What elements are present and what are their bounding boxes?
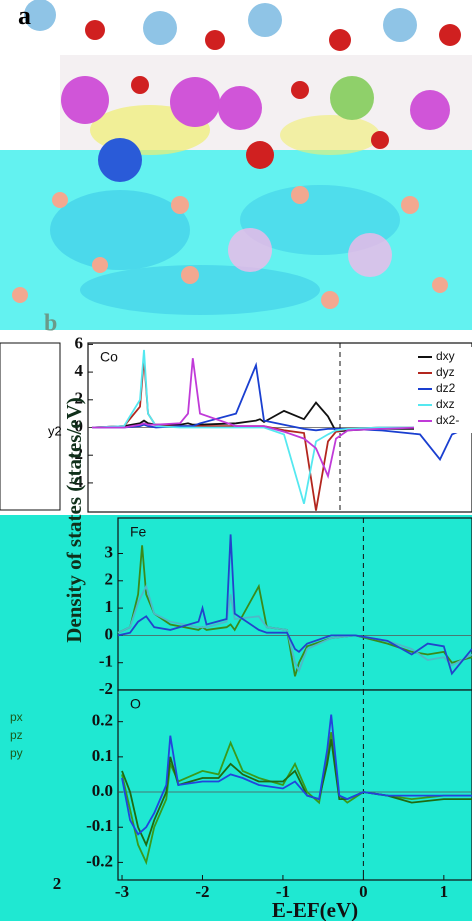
legend-label: dxy	[436, 349, 455, 363]
dos-line	[91, 349, 468, 504]
legend-label: dx2-	[436, 413, 459, 427]
fragment-text: y2	[48, 423, 62, 438]
panel-label: b	[44, 311, 57, 337]
legend-label: dyz	[436, 365, 455, 379]
x-tick-label: -3	[115, 882, 129, 901]
fragment-text: pz	[10, 728, 23, 742]
dos-line	[92, 358, 468, 479]
dos-line	[117, 583, 472, 674]
y-tick-label: 0.0	[92, 781, 113, 800]
y-tick-label: 0.1	[92, 746, 113, 765]
panel-label: a	[18, 1, 31, 30]
dos-line	[92, 361, 469, 462]
y-tick-label: 0.2	[92, 711, 113, 730]
fragment-text: 2	[53, 874, 62, 893]
y-tick-label: 2	[105, 570, 114, 589]
y-tick-label: -2	[99, 679, 113, 698]
panel-title: Co	[100, 349, 118, 365]
y-tick-label: 1	[105, 597, 114, 616]
y-tick-label: 2	[75, 389, 84, 408]
fragment-text: py	[10, 746, 23, 760]
panel-title: Fe	[130, 524, 147, 540]
y-tick-label: -1	[99, 652, 113, 671]
x-tick-label: 0	[359, 882, 368, 901]
y-tick-label: 4	[75, 361, 84, 380]
crystal-structure	[0, 0, 472, 330]
fragment-text: px	[10, 710, 23, 724]
y-tick-label: -2	[69, 444, 83, 463]
y-tick-label: -4	[69, 472, 84, 491]
y-tick-label: 3	[105, 542, 114, 561]
y-axis-label: Density of states (states/eV)	[62, 397, 86, 643]
y-tick-label: -0.1	[86, 816, 113, 835]
x-axis-label: E-EF(eV)	[272, 898, 358, 921]
dos-line	[117, 534, 472, 676]
y-tick-label: 0	[75, 416, 84, 435]
x-tick-label: -1	[276, 882, 290, 901]
y-tick-label: 0	[105, 624, 114, 643]
legend-label: dz2	[436, 381, 456, 395]
plot-area	[117, 689, 472, 881]
dos-line	[121, 714, 472, 836]
panel-title: O	[130, 696, 141, 712]
y-tick-label: -0.2	[86, 851, 113, 870]
x-tick-label: 1	[440, 882, 449, 901]
y-tick-label: 6	[75, 333, 84, 352]
x-tick-label: -2	[195, 882, 209, 901]
legend-label: dxz	[436, 397, 455, 411]
fragment-panel	[0, 342, 61, 511]
